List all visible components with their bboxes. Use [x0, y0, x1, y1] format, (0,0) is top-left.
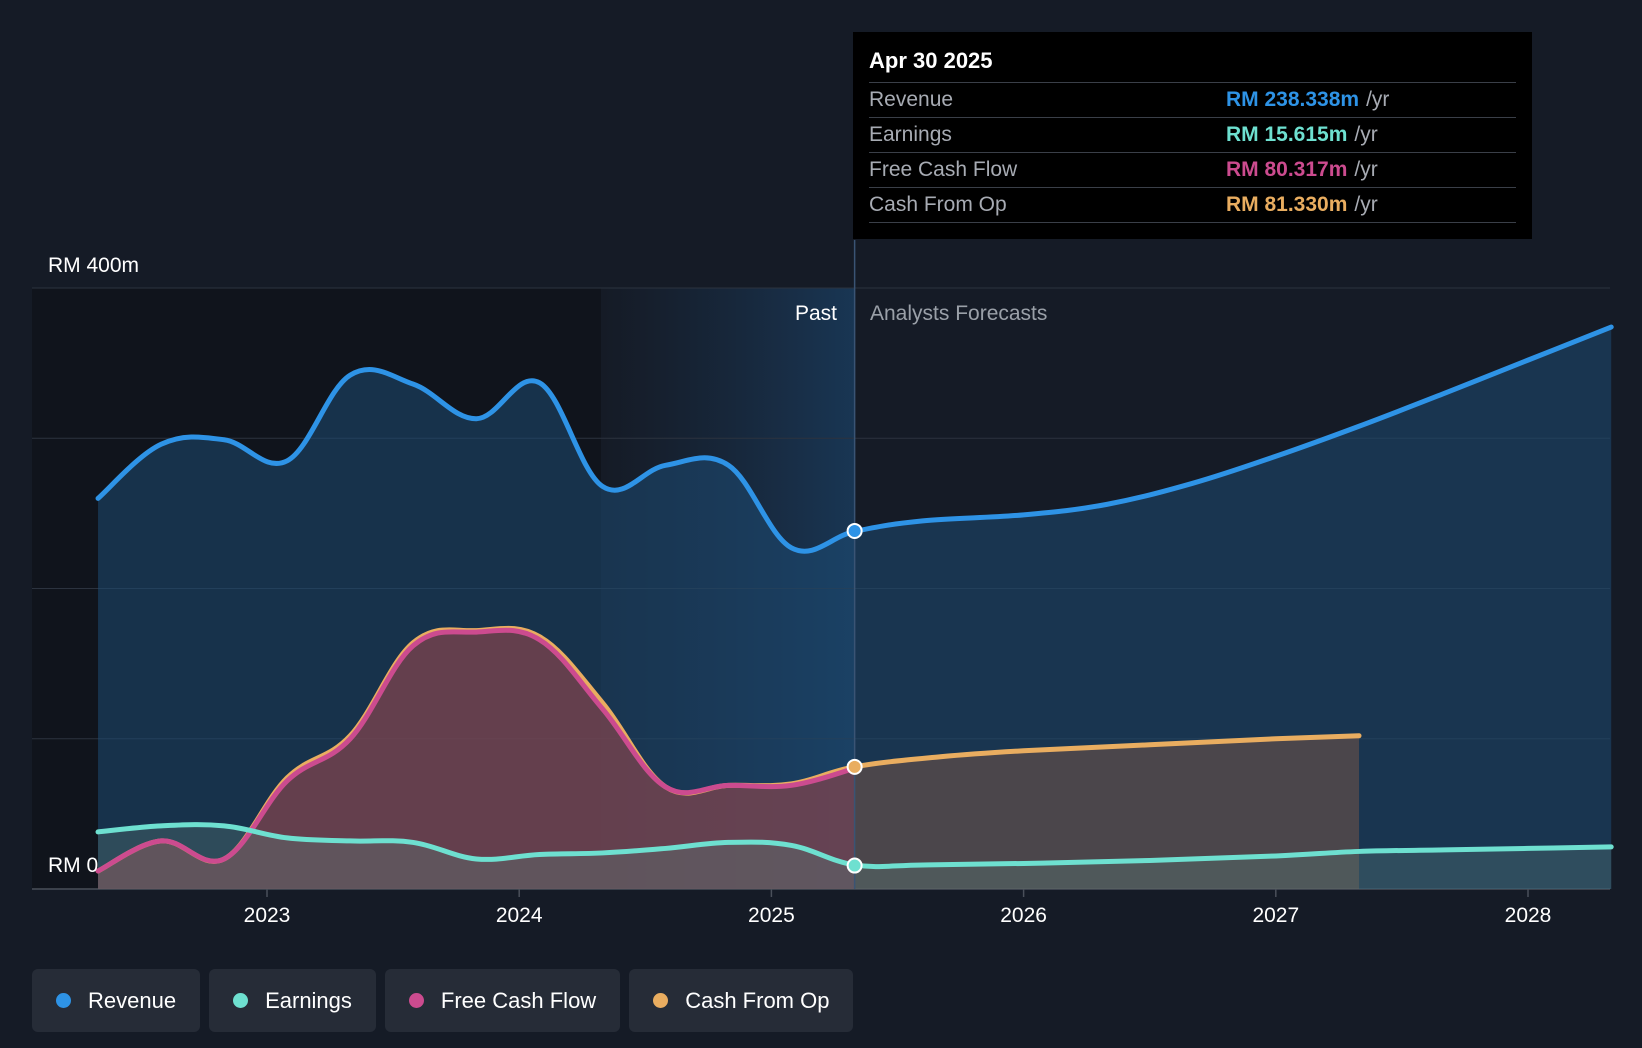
- y-bottom-label: RM 0: [48, 854, 98, 877]
- legend-label: Revenue: [88, 987, 177, 1013]
- tooltip-label: Revenue: [869, 88, 954, 111]
- line-earnings: [95, 822, 1614, 870]
- x-tick-label: 2023: [244, 904, 291, 927]
- tooltip-label: Earnings: [869, 123, 952, 146]
- tooltip-row-earnings: Earnings RM 15.615m /yr: [869, 118, 1516, 153]
- tooltip-row-revenue: Revenue RM 238.338m /yr: [869, 83, 1516, 118]
- legend-item-earnings[interactable]: Earnings: [209, 969, 376, 1032]
- x-tick-label: 2026: [1000, 904, 1047, 927]
- legend-dot-icon: [653, 993, 669, 1008]
- line-free-cash-flow: [95, 627, 858, 874]
- line-revenue: [95, 324, 1614, 554]
- marker-revenue: [846, 522, 863, 539]
- tooltip-unit: /yr: [1354, 193, 1378, 216]
- series-lines: [95, 324, 1614, 874]
- legend-item-free-cash-flow[interactable]: Free Cash Flow: [384, 969, 621, 1032]
- x-tick-label: 2025: [748, 904, 795, 927]
- highlight-markers: [846, 522, 863, 874]
- x-tick-label: 2027: [1252, 904, 1299, 927]
- legend-label: Free Cash Flow: [440, 987, 597, 1013]
- legend-label: Earnings: [265, 987, 352, 1013]
- tooltip-value: RM 238.338m: [1226, 88, 1360, 111]
- tooltip-value: RM 80.317m: [1226, 158, 1348, 181]
- legend-item-revenue[interactable]: Revenue: [32, 969, 201, 1032]
- marker-earnings: [846, 857, 863, 874]
- y-top-label: RM 400m: [48, 254, 139, 277]
- marker-cash-from-op: [846, 758, 863, 775]
- legend-dot-icon: [408, 993, 424, 1008]
- tooltip-value: RM 81.330m: [1226, 193, 1348, 216]
- tooltip-unit: /yr: [1354, 158, 1378, 181]
- legend-dot-icon: [56, 993, 71, 1008]
- legend-label: Cash From Op: [685, 987, 830, 1013]
- area-free-cash-flow: [98, 630, 855, 889]
- forecast-label: Analysts Forecasts: [870, 302, 1047, 325]
- legend-dot-icon: [233, 993, 249, 1008]
- area-earnings: [98, 824, 1612, 889]
- x-tick-label: 2024: [496, 904, 543, 927]
- tooltip-row-free-cash-flow: Free Cash Flow RM 80.317m /yr: [869, 153, 1516, 188]
- tooltip-unit: /yr: [1366, 88, 1390, 111]
- x-axis-ticks: 2023 2024 2025 2026 2027 2028: [244, 889, 1552, 927]
- x-tick-label: 2028: [1505, 904, 1552, 927]
- tooltip-row-cash-from-op: Cash From Op RM 81.330m /yr: [869, 188, 1516, 223]
- tooltip-label: Free Cash Flow: [869, 158, 1018, 181]
- legend-item-cash-from-op[interactable]: Cash From Op: [629, 969, 854, 1032]
- tooltip-label: Cash From Op: [869, 193, 1007, 216]
- tooltip-value: RM 15.615m: [1226, 123, 1348, 146]
- past-label: Past: [795, 302, 837, 325]
- tooltip-unit: /yr: [1354, 123, 1378, 146]
- tooltip-date: Apr 30 2025: [869, 46, 1516, 83]
- legend: Revenue Earnings Free Cash Flow Cash Fro…: [32, 969, 854, 1032]
- highlight-tooltip: Apr 30 2025 Revenue RM 238.338m /yr Earn…: [853, 32, 1532, 239]
